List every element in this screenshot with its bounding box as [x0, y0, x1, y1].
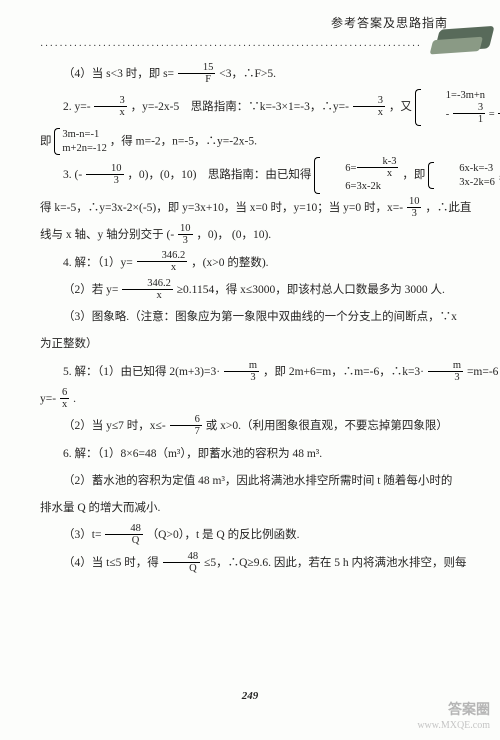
ans-6-2: （2）蓄水池的容积为定值 48 m³，因此将满池水排空所需时间 t 随着每小时的 — [40, 469, 460, 494]
ans-6-2-cont: 排水量 Q 的增大而减小. — [40, 496, 460, 521]
frac-346-x-a: 346.2x — [137, 250, 188, 273]
ans-6-3: （3）t= 48Q （Q>0），t 是 Q 的反比例函数. — [40, 523, 460, 548]
ans-2: 2. y=- 3x ，y=-2x-5 思路指南：∵k=-3×1=-3，∴y=- … — [40, 89, 460, 126]
frac-48-Q-a: 48Q — [105, 523, 143, 546]
system-3: 6=k-3x 6=3x-2k — [314, 157, 399, 194]
ans-3-cont1: 得 k=-5，∴y=3x-2×(-5)，即 y=3x+10，当 x=0 时，y=… — [40, 196, 460, 221]
ans-4-3-cont: 为正整数） — [40, 332, 460, 357]
frac-m-3-b: m3 — [428, 360, 463, 383]
ans-3-cont2: 线与 x 轴、y 轴分别交于 (- 103 ，0)， (0，10). — [40, 223, 460, 248]
ans-4-2: （2）若 y= 346.2x ≥0.1154，得 x≤3000，即该村总人口数最… — [40, 278, 460, 303]
ans-2-cont: 即 3m-n=-1 m+2n=-12 ，得 m=-2，n=-5，∴y=-2x-5… — [40, 128, 460, 155]
system-4: 6x-k=-3 3x-2k=6 — [428, 162, 495, 189]
ans-5-2: （2）当 y≤7 时，x≤- 67 或 x>0.（利用图象很直观，不要忘掉第四象… — [40, 414, 460, 439]
corner-stamp-icon — [436, 26, 493, 56]
frac-10-3-c: 103 — [178, 223, 193, 246]
frac-48-Q-b: 48Q — [163, 551, 201, 574]
ans-6-4: （4）当 t≤5 时，得 48Q ≤5，∴Q≥9.6. 因此，若在 5 h 内将… — [40, 551, 460, 576]
frac-3-x-b: 3x — [353, 95, 385, 118]
frac-10-3-a: 103 — [86, 163, 124, 186]
frac-346-x-b: 346.2x — [122, 278, 173, 301]
watermark: 答案圈 www.MXQE.com — [417, 703, 490, 732]
ans-4-3: （3）图象略.（注意：图象应为第一象限中双曲线的一个分支上的间断点，∵x — [40, 305, 460, 330]
ans-5-1: 5. 解：（1）由已知得 2(m+3)=3· m3 ，即 2m+6=m，∴m=-… — [40, 360, 460, 385]
ans-6-1: 6. 解：（1）8×6=48（m³），即蓄水池的容积为 48 m³. — [40, 442, 460, 467]
page-header-title: 参考答案及思路指南 — [40, 0, 460, 31]
frac-3-x-a: 3x — [94, 95, 126, 118]
divider-dots: ········································… — [40, 41, 460, 52]
frac-m-3-a: m3 — [224, 360, 259, 383]
page-number: 249 — [0, 690, 500, 702]
system-1: 1=-3m+n - 31 = 12 m+n， — [415, 89, 500, 126]
ans-4-1: 4. 解：（1）y= 346.2x ，(x>0 的整数). — [40, 251, 460, 276]
frac-10-3-b: 103 — [407, 196, 422, 219]
ans-3: 3. (- 103 ，0)，(0，10) 思路指南：由已知得 6=k-3x 6=… — [40, 157, 460, 194]
frac-6-7: 67 — [170, 414, 202, 437]
ans-5-1-cont: y=- 6x . — [40, 387, 460, 412]
system-2: 3m-n=-1 m+2n=-12 — [54, 128, 107, 155]
ans-1-4: （4）当 s<3 时，即 s= 15F <3，∴F>5. — [40, 62, 460, 87]
frac-6-x: 6x — [60, 387, 69, 410]
frac-15-F: 15F — [178, 62, 216, 85]
answer-content: （4）当 s<3 时，即 s= 15F <3，∴F>5. 2. y=- 3x ，… — [40, 62, 460, 576]
